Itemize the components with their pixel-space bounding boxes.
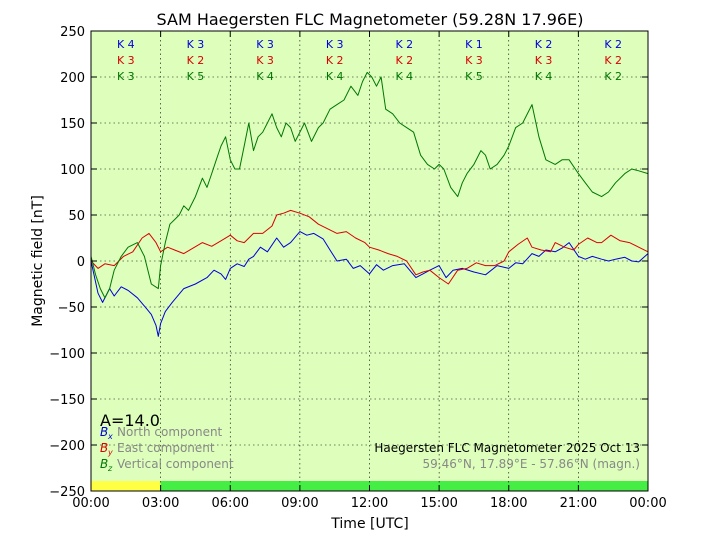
chart-title: SAM Haegersten FLC Magnetometer (59.28N … [157,10,584,29]
legend-symbol-subscript: x [107,432,113,441]
k-index-label-vertical: K 4 [326,70,344,83]
k-index-label-vertical: K 5 [187,70,205,83]
legend-label: North component [117,425,223,439]
y-tick-label: 50 [68,209,85,224]
k-index-label-north: K 3 [256,38,274,51]
x-tick-label: 15:00 [420,496,457,511]
k-index-label-vertical: K 4 [395,70,413,83]
series-line-east [90,209,649,285]
legend-symbol-subscript: z [107,464,113,473]
x-tick-label: 18:00 [490,496,527,511]
y-tick-label: −200 [49,439,85,454]
series-line-vertical [90,71,649,299]
status-bar-segment [160,481,648,491]
x-tick-label: 00:00 [72,496,109,511]
k-index-label-vertical: K 2 [604,70,622,83]
k-index-label-east: K 2 [187,54,205,67]
y-tick-label: −50 [58,301,85,316]
k-index-label-vertical: K 3 [117,70,135,83]
k-index-label-east: K 2 [604,54,622,67]
y-tick-label: 200 [60,71,85,86]
legend-label: East component [117,441,215,455]
k-index-label-vertical: K 4 [256,70,274,83]
x-tick-label: 03:00 [142,496,179,511]
series-line-north [90,231,649,337]
y-tick-label: −250 [49,485,85,500]
y-tick-label: −100 [49,347,85,362]
y-tick-label: 0 [77,255,85,270]
k-index-label-east: K 2 [326,54,344,67]
legend-symbol-subscript: y [107,448,113,457]
k-index-label-north: K 3 [187,38,205,51]
k-index-label-east: K 3 [465,54,483,67]
k-index-label-east: K 3 [535,54,553,67]
footer-coordinates: 59.46°N, 17.89°E - 57.86°N (magn.) [423,457,640,471]
x-tick-label: 00:00 [629,496,666,511]
k-index-label-vertical: K 5 [465,70,483,83]
k-index-label-east: K 3 [256,54,274,67]
x-tick-label: 12:00 [351,496,388,511]
k-index-label-vertical: K 4 [535,70,553,83]
k-index-label-north: K 4 [117,38,135,51]
k-index-label-north: K 2 [604,38,622,51]
legend-label: Vertical component [117,457,234,471]
y-tick-label: 100 [60,163,85,178]
k-index-label-north: K 2 [535,38,553,51]
y-tick-label: −150 [49,393,85,408]
k-index-label-north: K 1 [465,38,483,51]
x-axis-label: Time [UTC] [330,516,408,532]
x-tick-label: 21:00 [560,496,597,511]
x-tick-label: 09:00 [281,496,318,511]
y-tick-label: 150 [60,117,85,132]
legend-symbol: B [100,457,108,471]
y-tick-label: 250 [60,25,85,40]
a-index-label: A=14.0 [100,411,160,430]
plot-area: 00:00 03:00 06:00 09:00 12:00 15:00 18:00 21:00… [49,25,666,511]
x-tick-label: 06:00 [212,496,249,511]
legend-symbol: B [100,425,108,439]
k-index-label-east: K 3 [117,54,135,67]
k-index-label-east: K 2 [395,54,413,67]
k-index-label-north: K 3 [326,38,344,51]
footer-station-date: Haegersten FLC Magnetometer 2025 Oct 13 [374,441,640,455]
status-bar-segment [91,481,161,491]
legend-symbol: B [100,441,108,455]
y-axis-label: Magnetic field [nT] [30,195,46,327]
k-index-label-north: K 2 [395,38,413,51]
